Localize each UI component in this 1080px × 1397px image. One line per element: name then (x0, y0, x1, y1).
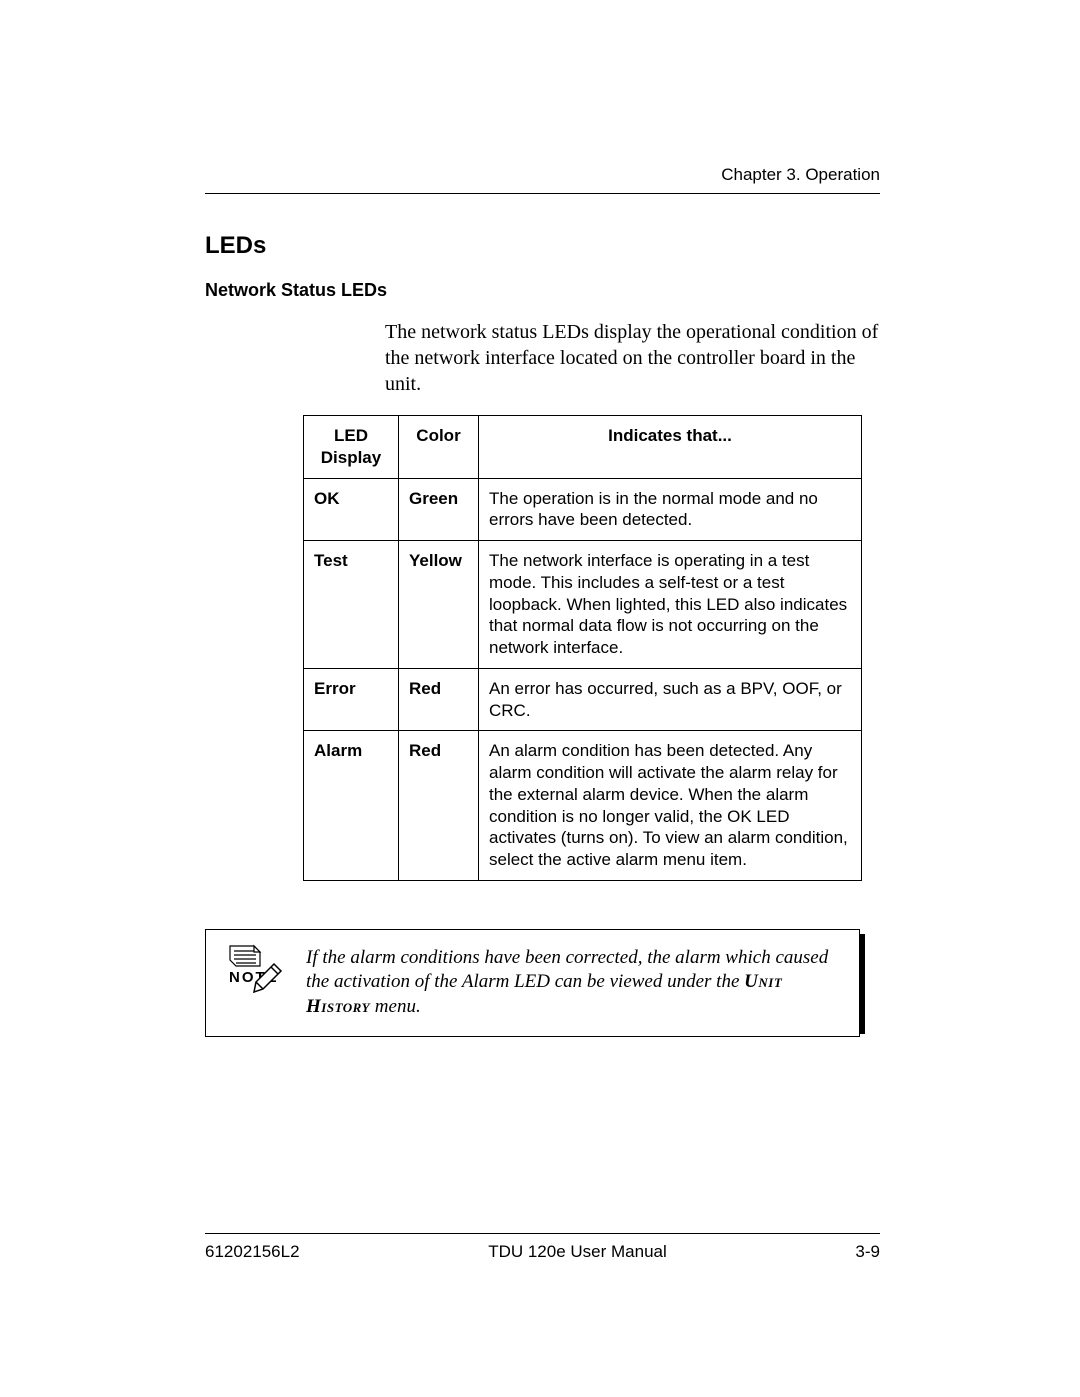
section-title-leds: LEDs (205, 232, 880, 260)
manual-page: Chapter 3. Operation LEDs Network Status… (0, 0, 1080, 1397)
cell-indicates: The operation is in the normal mode and … (479, 478, 862, 541)
note-callout: NOTE If the alarm conditions have been c… (205, 929, 880, 1037)
note-box: NOTE If the alarm conditions have been c… (205, 929, 860, 1037)
cell-led-display: Error (304, 668, 399, 731)
table-header-row: LED Display Color Indicates that... (304, 416, 862, 479)
footer-rule (205, 1233, 880, 1234)
cell-color: Yellow (399, 541, 479, 669)
table-row: Error Red An error has occurred, such as… (304, 668, 862, 731)
footer-page-number: 3-9 (855, 1242, 880, 1262)
chapter-header: Chapter 3. Operation (205, 165, 880, 185)
cell-led-display: Alarm (304, 731, 399, 881)
footer-doc-number: 61202156L2 (205, 1242, 300, 1262)
note-icon: NOTE (224, 944, 284, 1000)
note-text: If the alarm conditions have been correc… (306, 946, 839, 1020)
cell-color: Red (399, 731, 479, 881)
note-text-suffix: menu. (370, 996, 421, 1017)
intro-paragraph: The network status LEDs display the oper… (385, 319, 880, 397)
footer-doc-title: TDU 120e User Manual (488, 1242, 667, 1262)
table-row: Alarm Red An alarm condition has been de… (304, 731, 862, 881)
page-footer: 61202156L2 TDU 120e User Manual 3-9 (205, 1233, 880, 1262)
cell-indicates: An alarm condition has been detected. An… (479, 731, 862, 881)
col-header-indicates: Indicates that... (479, 416, 862, 479)
subsection-title-network-status: Network Status LEDs (205, 280, 880, 301)
header-rule (205, 193, 880, 194)
col-header-color: Color (399, 416, 479, 479)
cell-color: Red (399, 668, 479, 731)
table-row: OK Green The operation is in the normal … (304, 478, 862, 541)
cell-indicates: An error has occurred, such as a BPV, OO… (479, 668, 862, 731)
table-row: Test Yellow The network interface is ope… (304, 541, 862, 669)
cell-indicates: The network interface is operating in a … (479, 541, 862, 669)
network-status-leds-table: LED Display Color Indicates that... OK G… (303, 415, 862, 881)
cell-led-display: OK (304, 478, 399, 541)
col-header-led-display: LED Display (304, 416, 399, 479)
cell-color: Green (399, 478, 479, 541)
cell-led-display: Test (304, 541, 399, 669)
